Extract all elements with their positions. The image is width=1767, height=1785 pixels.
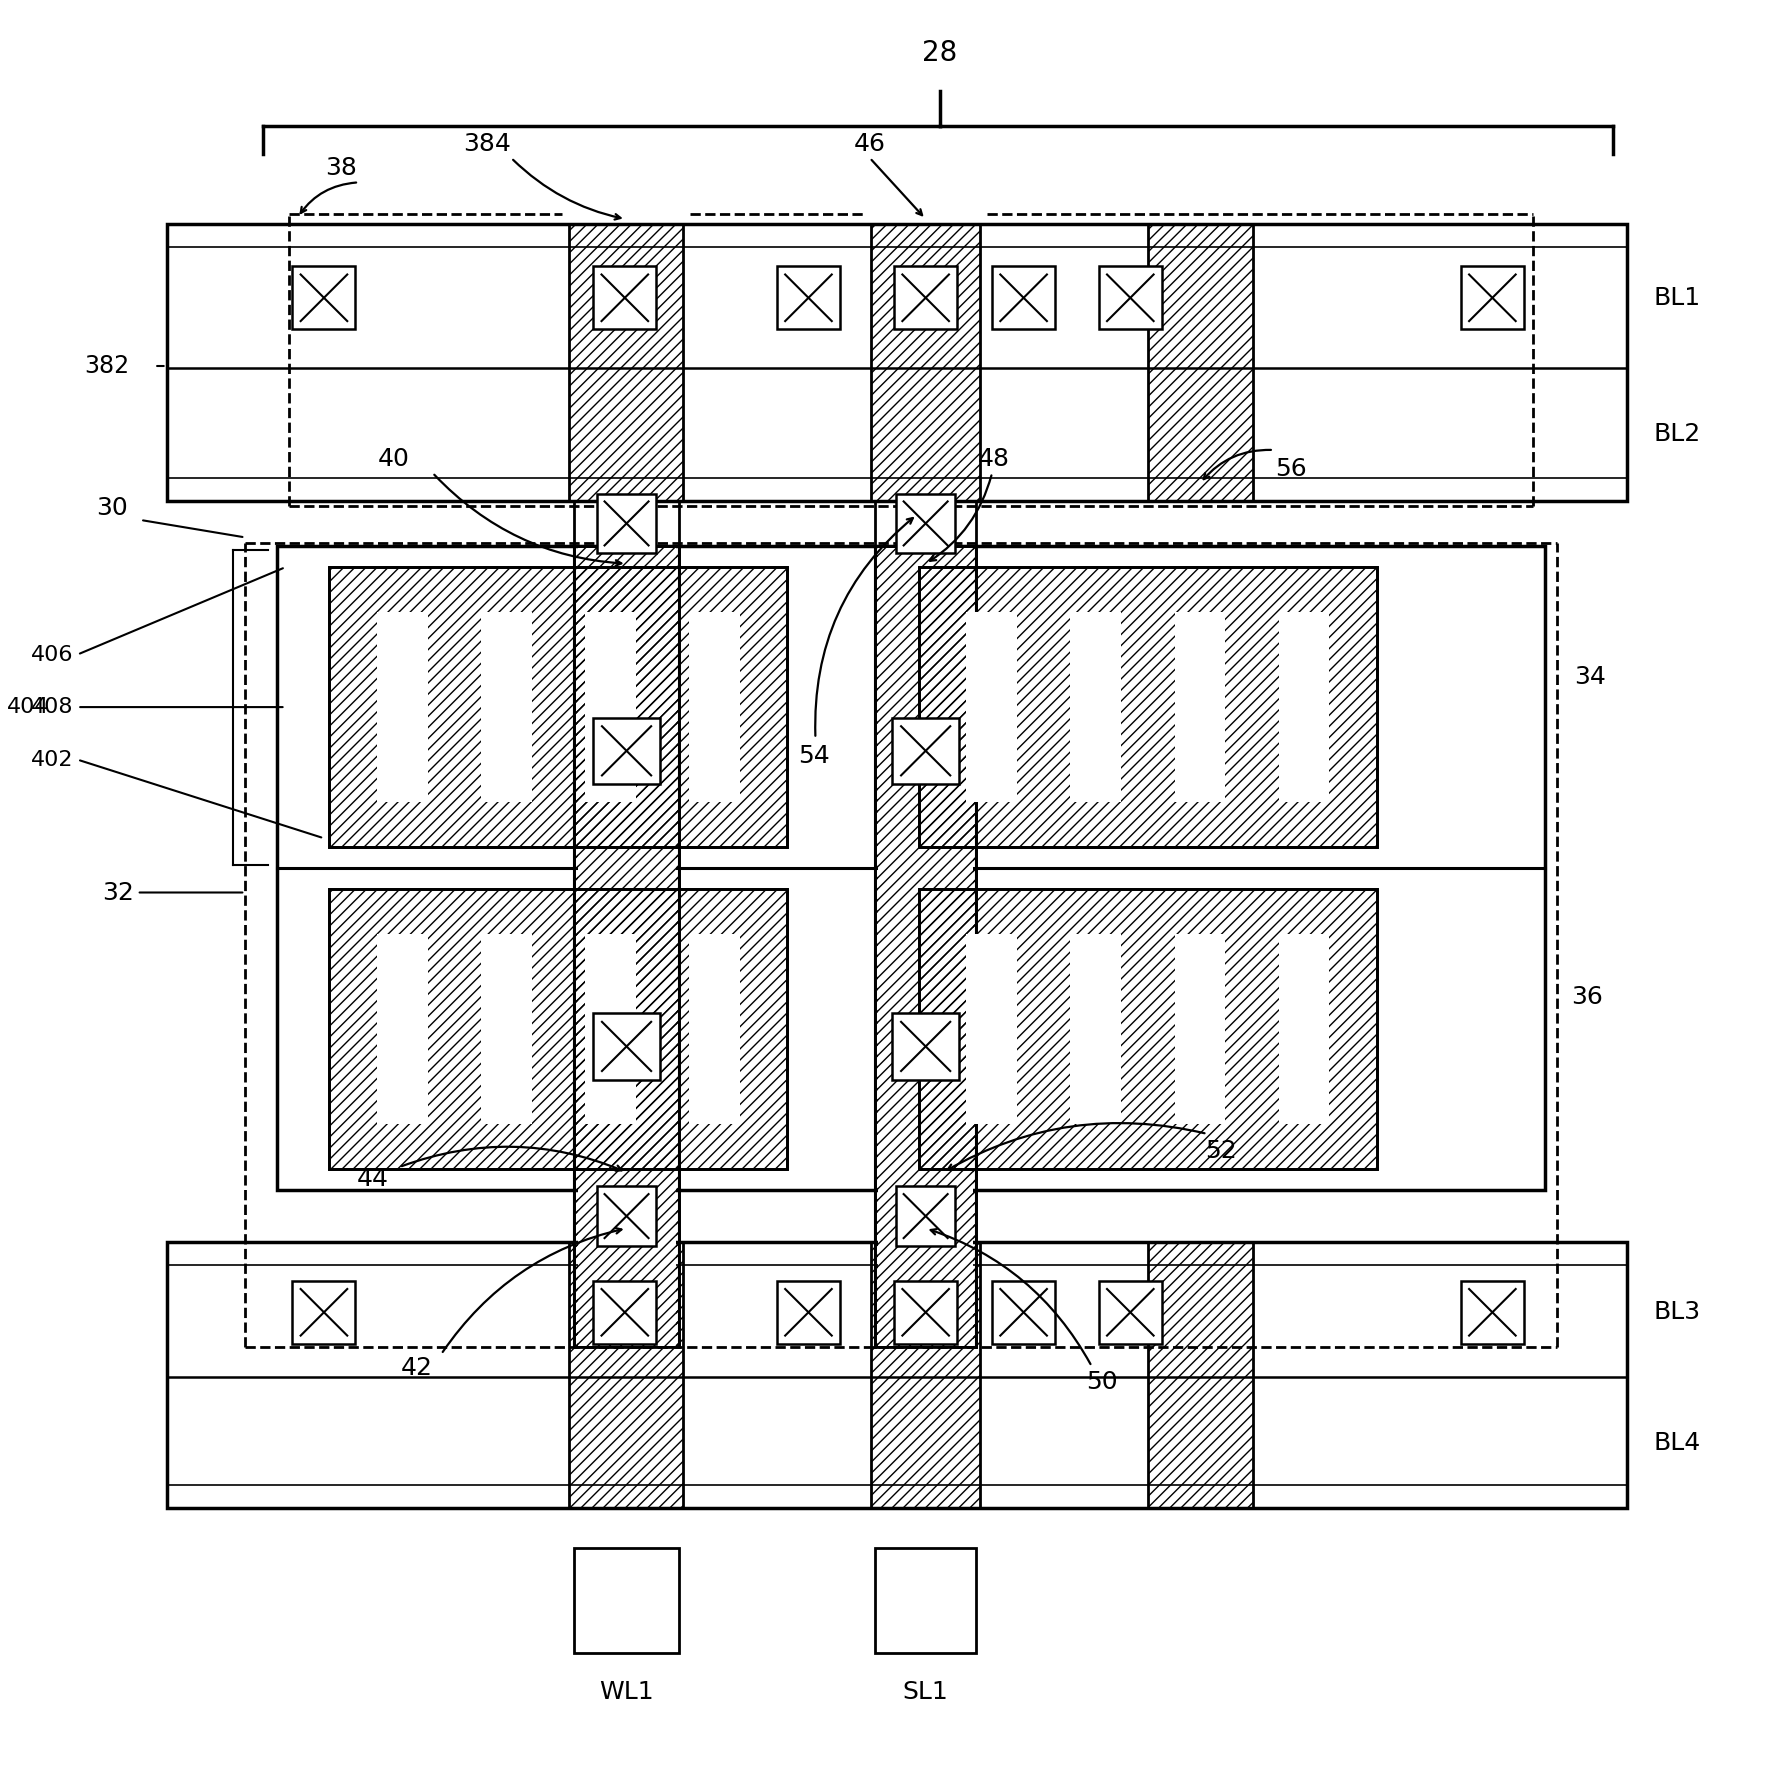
Bar xyxy=(919,568,1376,848)
Bar xyxy=(376,612,428,801)
Bar xyxy=(896,494,956,553)
Bar xyxy=(892,1014,959,1080)
Text: 382: 382 xyxy=(85,353,129,378)
Bar xyxy=(569,1242,682,1508)
Text: 48: 48 xyxy=(977,446,1011,471)
Text: 36: 36 xyxy=(1571,985,1603,1010)
Text: BL4: BL4 xyxy=(1654,1432,1700,1455)
Bar xyxy=(376,934,428,1125)
Bar xyxy=(481,612,532,801)
Bar xyxy=(166,1242,1627,1508)
Bar xyxy=(1071,934,1120,1125)
Bar xyxy=(1149,225,1253,500)
Bar xyxy=(329,889,788,1169)
Bar xyxy=(1099,1282,1161,1344)
Bar xyxy=(689,934,740,1125)
Bar xyxy=(329,889,788,1169)
Bar xyxy=(894,266,958,328)
Bar xyxy=(578,548,675,1346)
Text: 28: 28 xyxy=(922,39,958,66)
Bar xyxy=(594,266,656,328)
Text: 404: 404 xyxy=(7,698,49,718)
Bar xyxy=(878,548,974,1346)
Bar xyxy=(1279,612,1329,801)
Text: 56: 56 xyxy=(1276,457,1308,482)
Bar xyxy=(689,612,740,801)
Text: SL1: SL1 xyxy=(903,1680,949,1705)
Bar xyxy=(894,1282,958,1344)
Text: 46: 46 xyxy=(853,132,885,155)
Bar xyxy=(481,934,532,1125)
Bar xyxy=(871,1242,981,1508)
Bar xyxy=(293,266,355,328)
Text: BL3: BL3 xyxy=(1654,1299,1700,1324)
Bar xyxy=(1071,612,1120,801)
Bar xyxy=(892,718,959,784)
Bar xyxy=(574,546,679,1348)
Text: 44: 44 xyxy=(357,1167,389,1191)
Bar xyxy=(991,266,1055,328)
Bar xyxy=(919,889,1376,1169)
Text: 32: 32 xyxy=(102,880,134,905)
Bar xyxy=(594,718,659,784)
Bar xyxy=(919,889,1376,1169)
Bar xyxy=(585,612,636,801)
Text: 54: 54 xyxy=(799,744,829,768)
Text: 384: 384 xyxy=(463,132,511,155)
Text: 52: 52 xyxy=(1205,1139,1237,1164)
Text: 408: 408 xyxy=(32,698,74,718)
Bar xyxy=(329,568,788,848)
Text: 38: 38 xyxy=(325,157,357,180)
Bar xyxy=(919,568,1376,848)
Text: 42: 42 xyxy=(401,1357,433,1380)
Text: 406: 406 xyxy=(32,644,74,664)
Text: 40: 40 xyxy=(378,446,410,471)
Text: 402: 402 xyxy=(32,750,74,769)
Text: WL1: WL1 xyxy=(599,1680,654,1705)
Bar xyxy=(967,612,1018,801)
Text: 50: 50 xyxy=(1087,1371,1119,1394)
Bar xyxy=(991,1282,1055,1344)
Bar xyxy=(1099,266,1161,328)
Bar xyxy=(1461,266,1523,328)
Bar xyxy=(594,1014,659,1080)
Bar xyxy=(875,546,977,1348)
Bar xyxy=(594,1282,656,1344)
Bar xyxy=(875,546,977,1348)
Bar xyxy=(1149,1242,1253,1508)
Bar xyxy=(166,225,1627,500)
Bar xyxy=(597,1187,656,1246)
Bar xyxy=(871,225,981,500)
Bar xyxy=(329,568,788,848)
Text: 34: 34 xyxy=(1574,666,1606,689)
Bar xyxy=(574,1548,679,1653)
Bar xyxy=(597,494,656,553)
Bar xyxy=(777,266,839,328)
Bar xyxy=(569,225,682,500)
Bar xyxy=(777,1282,839,1344)
Text: BL1: BL1 xyxy=(1654,286,1700,311)
Bar xyxy=(1279,934,1329,1125)
Bar xyxy=(293,1282,355,1344)
Bar xyxy=(1461,1282,1523,1344)
Text: BL2: BL2 xyxy=(1654,423,1700,446)
Bar xyxy=(574,546,679,1348)
Bar xyxy=(585,934,636,1125)
Bar xyxy=(875,1548,977,1653)
Bar xyxy=(1175,612,1225,801)
Bar xyxy=(896,1187,956,1246)
Bar xyxy=(967,934,1018,1125)
Text: 30: 30 xyxy=(97,496,129,519)
Bar xyxy=(277,546,1544,1191)
Bar xyxy=(1175,934,1225,1125)
